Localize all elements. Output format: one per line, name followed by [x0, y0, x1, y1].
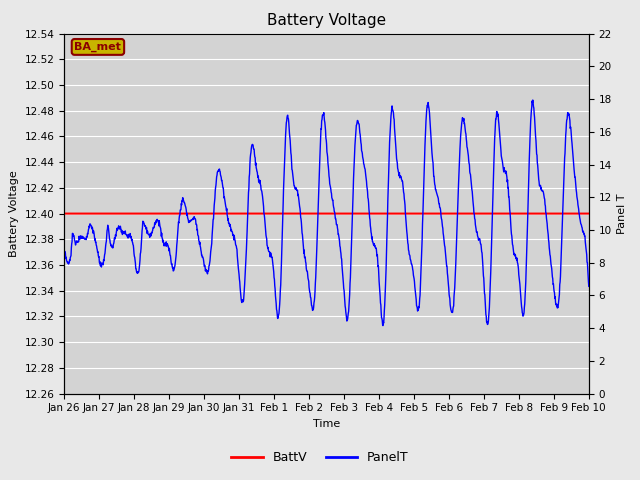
Legend: BattV, PanelT: BattV, PanelT [227, 446, 413, 469]
Y-axis label: Battery Voltage: Battery Voltage [9, 170, 19, 257]
Y-axis label: Panel T: Panel T [618, 193, 627, 234]
X-axis label: Time: Time [313, 419, 340, 429]
Title: Battery Voltage: Battery Voltage [267, 13, 386, 28]
Text: BA_met: BA_met [74, 42, 122, 52]
